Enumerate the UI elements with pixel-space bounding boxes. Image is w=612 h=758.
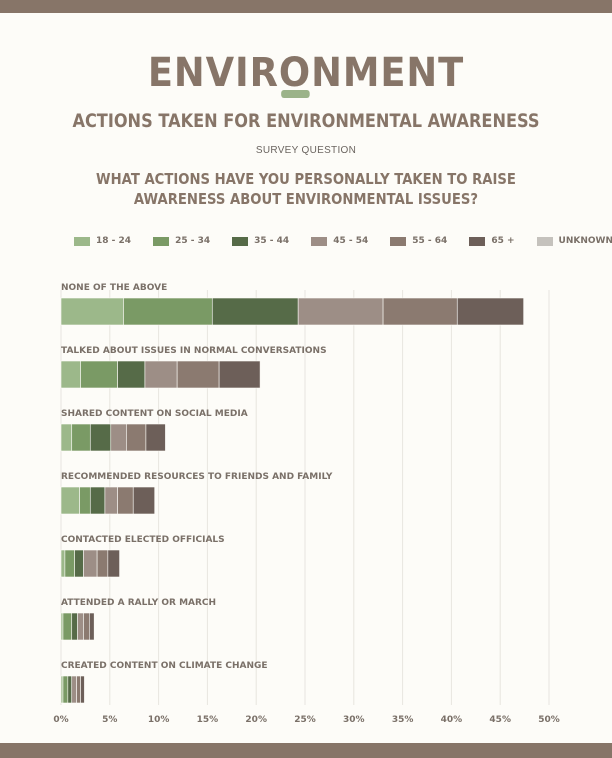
legend-item-4: 55 - 64 — [390, 236, 447, 246]
legend-swatch — [153, 236, 170, 246]
legend-label: 35 - 44 — [254, 236, 290, 246]
bar-segment — [456, 297, 524, 326]
legend-item-5: 65 + — [469, 236, 515, 246]
legend-swatch — [469, 236, 486, 246]
bar-segment — [110, 423, 127, 452]
category-label: SHARED CONTENT ON SOCIAL MEDIA — [61, 409, 248, 419]
x-tick-label: 25% — [294, 715, 316, 725]
x-tick-label: 40% — [441, 715, 463, 725]
survey-question-label: SURVEY QUESTION — [255, 145, 357, 156]
x-tick-label: 30% — [343, 715, 365, 725]
bar-segment — [176, 360, 220, 389]
legend-label: 18 - 24 — [96, 236, 132, 246]
bar-segment — [71, 612, 78, 641]
bar-segment — [71, 675, 77, 704]
bar-segment — [89, 612, 95, 641]
bar-segment — [145, 423, 166, 452]
x-tick-label: 5% — [102, 715, 117, 725]
legend-label: 55 - 64 — [412, 236, 448, 246]
survey-question: WHAT ACTIONS HAVE YOU PERSONALLY TAKEN T… — [37, 169, 576, 209]
bar-segment — [79, 486, 91, 515]
bar-segment — [80, 675, 85, 704]
bar-segment — [83, 549, 98, 578]
bar-segment — [218, 360, 261, 389]
legend-item-0: 18 - 24 — [74, 236, 131, 246]
bar-segment — [60, 423, 73, 452]
legend-label: 25 - 34 — [175, 236, 211, 246]
legend-swatch — [74, 236, 90, 246]
bar-segment — [123, 297, 213, 326]
bar-segment — [96, 549, 109, 578]
bar-segment — [74, 549, 84, 578]
category-label: CONTACTED ELECTED OFFICIALS — [61, 535, 225, 545]
bar-segment — [132, 486, 155, 515]
bar-segment — [64, 549, 75, 578]
bar-segment — [60, 297, 124, 326]
bar-segment — [60, 360, 81, 389]
x-tick-label: 20% — [245, 715, 267, 725]
bar-segment — [126, 423, 147, 452]
bar-segment — [104, 486, 118, 515]
legend-swatch — [232, 236, 249, 246]
legend-item-2: 35 - 44 — [232, 236, 289, 246]
bar-segment — [62, 612, 73, 641]
category-label: TALKED ABOUT ISSUES IN NORMAL CONVERSATI… — [61, 346, 327, 356]
bar-segment — [144, 360, 178, 389]
bar-segment — [83, 612, 90, 641]
x-tick-label: 15% — [197, 715, 219, 725]
bar-segment — [77, 612, 84, 641]
page-subtitle: ACTIONS TAKEN FOR ENVIRONMENTAL AWARENES… — [72, 110, 540, 132]
bar-segment — [297, 297, 384, 326]
bar-segment — [107, 549, 120, 578]
bar-segment — [62, 675, 69, 704]
legend-label: UNKNOWN — [558, 236, 612, 246]
bar-segment — [71, 423, 91, 452]
category-label: ATTENDED A RALLY OR MARCH — [61, 598, 216, 608]
legend-swatch — [536, 236, 553, 246]
brand-text-o: O — [278, 50, 312, 98]
bar-segment — [67, 675, 73, 704]
legend-item-1: 25 - 34 — [153, 236, 210, 246]
category-label: NONE OF THE ABOVE — [61, 283, 167, 293]
brand-title: ENVIRONMENT — [24, 50, 587, 98]
bar-segment — [211, 297, 299, 326]
category-label: CREATED CONTENT ON CLIMATE CHANGE — [61, 661, 268, 671]
bar-segment — [89, 486, 106, 515]
x-tick-label: 10% — [148, 715, 170, 725]
question-line-2: AWARENESS ABOUT ENVIRONMENTAL ISSUES? — [133, 190, 479, 208]
bar-segment — [89, 423, 112, 452]
bar-segment — [117, 486, 134, 515]
legend-label: 65 + — [491, 236, 515, 246]
legend-item-6: UNKNOWN — [536, 236, 612, 246]
x-tick-label: 50% — [538, 715, 560, 725]
chart-legend: 18 - 24 25 - 34 35 - 44 45 - 54 55 - 64 65 + U… — [74, 236, 612, 246]
legend-item-3: 45 - 54 — [311, 236, 368, 246]
legend-label: 45 - 54 — [333, 236, 369, 246]
x-tick-label: 35% — [392, 715, 414, 725]
brand-text-end: NMENT — [311, 50, 465, 96]
question-line-1: WHAT ACTIONS HAVE YOU PERSONALLY TAKEN T… — [96, 170, 516, 188]
bar-segment — [382, 297, 458, 326]
brand-text-start: ENVIR — [147, 50, 279, 96]
x-tick-label: 45% — [489, 715, 511, 725]
bottom-banner-bar — [0, 743, 612, 758]
bar-segment — [80, 360, 118, 389]
legend-swatch — [311, 236, 328, 246]
category-label: RECOMMENDED RESOURCES TO FRIENDS AND FAM… — [61, 472, 333, 482]
legend-swatch — [390, 236, 407, 246]
bar-segment — [60, 549, 66, 578]
x-tick-label: 0% — [53, 715, 68, 725]
bar-segment — [117, 360, 146, 389]
bar-segment — [76, 675, 81, 704]
top-banner-bar — [0, 0, 612, 13]
bar-segment — [60, 486, 80, 515]
